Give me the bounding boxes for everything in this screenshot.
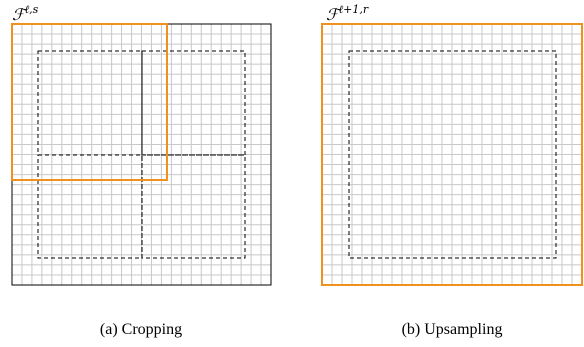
caption-cropping: (a) Cropping: [100, 321, 182, 338]
dashed-region-upsampling: [348, 50, 557, 259]
grid-upsampling: [321, 23, 583, 286]
dashed-region-bottom-left: [37, 154, 143, 259]
feature-label-cropping: ℱℓ,s: [12, 3, 39, 24]
caption-upsampling: (b) Upsampling: [402, 321, 503, 338]
dashed-region-bottom-right: [141, 154, 246, 259]
panel-cropping: ℱℓ,s (a) Cropping: [11, 3, 272, 338]
dashed-regions-cropping: [37, 50, 246, 259]
panel-upsampling: ℱℓ+1,r (b) Upsampling: [321, 3, 583, 338]
feature-label-upsampling: ℱℓ+1,r: [326, 3, 369, 24]
upsample-border: [321, 23, 583, 286]
feature-label-base: ℱ: [12, 5, 28, 24]
dashed-region-top-right: [141, 50, 246, 156]
feature-label-base: ℱ: [326, 5, 342, 24]
feature-label-superscript: ℓ,s: [25, 3, 39, 16]
crop-highlight: [11, 23, 168, 181]
dashed-region-top-left: [37, 50, 143, 156]
feature-label-superscript: ℓ+1,r: [339, 3, 369, 16]
